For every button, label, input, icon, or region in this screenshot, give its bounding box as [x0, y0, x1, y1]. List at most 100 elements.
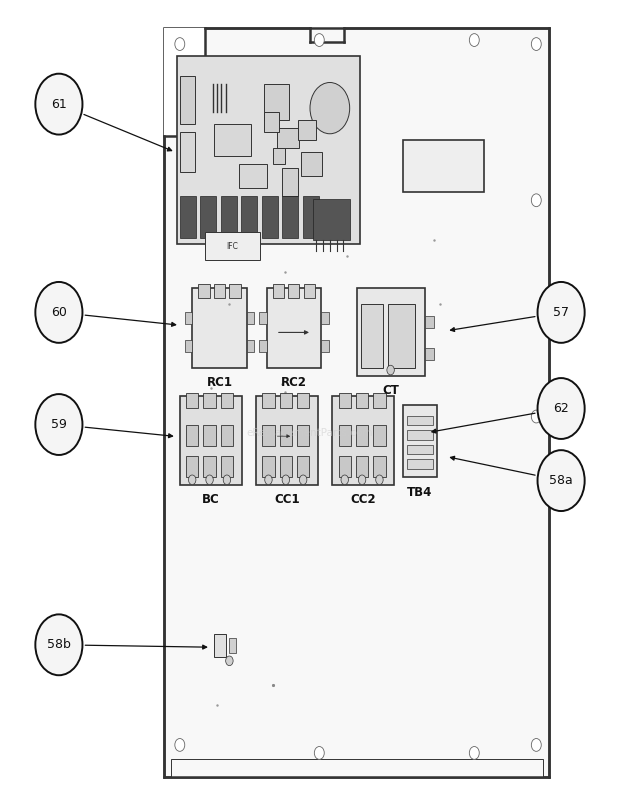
Circle shape — [206, 475, 213, 485]
Bar — [264, 112, 279, 132]
Bar — [259, 312, 267, 324]
Bar — [339, 425, 351, 446]
Bar — [273, 148, 285, 164]
Circle shape — [35, 394, 82, 455]
Circle shape — [531, 410, 541, 423]
Bar — [356, 393, 368, 408]
Bar — [229, 638, 236, 653]
Circle shape — [469, 34, 479, 46]
Bar — [388, 304, 415, 368]
Bar — [170, 759, 542, 777]
Bar — [407, 445, 433, 454]
Bar — [203, 425, 216, 446]
Text: 59: 59 — [51, 418, 67, 431]
Text: CC2: CC2 — [350, 493, 376, 505]
Circle shape — [469, 747, 479, 759]
Bar — [297, 393, 309, 408]
Bar — [373, 393, 386, 408]
Bar — [267, 288, 321, 368]
Bar — [297, 456, 309, 477]
Bar — [180, 132, 195, 172]
Circle shape — [538, 378, 585, 439]
Bar — [180, 196, 196, 238]
Bar — [356, 456, 368, 477]
Bar — [425, 348, 434, 360]
Bar — [164, 28, 549, 777]
Bar — [339, 393, 351, 408]
Text: 58a: 58a — [549, 474, 573, 487]
Text: 58b: 58b — [47, 638, 71, 651]
Bar — [425, 316, 434, 328]
Bar — [373, 456, 386, 477]
Bar — [332, 396, 394, 485]
Bar — [177, 56, 360, 244]
Bar — [262, 425, 275, 446]
Bar — [407, 430, 433, 440]
Bar — [339, 456, 351, 477]
Circle shape — [223, 475, 231, 485]
Text: RC2: RC2 — [281, 376, 307, 389]
Bar — [203, 456, 216, 477]
Bar — [303, 196, 319, 238]
Bar — [361, 304, 383, 368]
Bar — [247, 312, 254, 324]
Bar — [301, 152, 322, 176]
Circle shape — [376, 475, 383, 485]
Bar — [180, 396, 242, 485]
Bar — [185, 340, 192, 352]
Circle shape — [226, 656, 233, 666]
Bar — [164, 28, 205, 136]
Bar — [407, 416, 433, 425]
Bar — [403, 405, 437, 477]
Bar — [247, 340, 254, 352]
Bar — [403, 140, 484, 192]
Circle shape — [314, 34, 324, 46]
Bar — [221, 393, 233, 408]
Circle shape — [387, 365, 394, 375]
Text: 62: 62 — [553, 402, 569, 415]
Text: RC1: RC1 — [206, 376, 232, 389]
Bar — [200, 196, 216, 238]
Bar — [241, 196, 257, 238]
Text: 60: 60 — [51, 306, 67, 319]
Circle shape — [35, 614, 82, 675]
Bar — [256, 396, 318, 485]
Bar — [185, 312, 192, 324]
Bar — [356, 288, 425, 376]
Circle shape — [265, 475, 272, 485]
Text: 61: 61 — [51, 98, 67, 111]
Bar — [203, 393, 216, 408]
Circle shape — [310, 83, 350, 134]
Bar — [321, 340, 329, 352]
Circle shape — [314, 747, 324, 759]
Bar — [280, 425, 292, 446]
Bar — [205, 232, 260, 260]
Bar — [221, 425, 233, 446]
Circle shape — [538, 450, 585, 511]
Bar — [262, 456, 275, 477]
Circle shape — [531, 38, 541, 50]
Bar — [407, 459, 433, 469]
Bar — [186, 456, 198, 477]
Circle shape — [35, 282, 82, 343]
Text: BC: BC — [202, 493, 219, 505]
Bar — [313, 199, 350, 240]
Circle shape — [341, 475, 348, 485]
Bar — [192, 288, 247, 368]
Bar — [304, 284, 315, 298]
Text: TB4: TB4 — [407, 486, 432, 499]
Text: CT: CT — [382, 384, 399, 397]
Bar — [282, 196, 298, 238]
Bar — [239, 164, 267, 188]
Circle shape — [538, 282, 585, 343]
Circle shape — [175, 739, 185, 751]
Circle shape — [175, 38, 185, 50]
Bar — [280, 456, 292, 477]
Text: IFC: IFC — [226, 242, 239, 251]
Bar — [221, 196, 237, 238]
Bar — [198, 284, 210, 298]
Bar — [262, 196, 278, 238]
Bar — [229, 284, 241, 298]
Bar — [373, 425, 386, 446]
Bar — [180, 76, 195, 124]
